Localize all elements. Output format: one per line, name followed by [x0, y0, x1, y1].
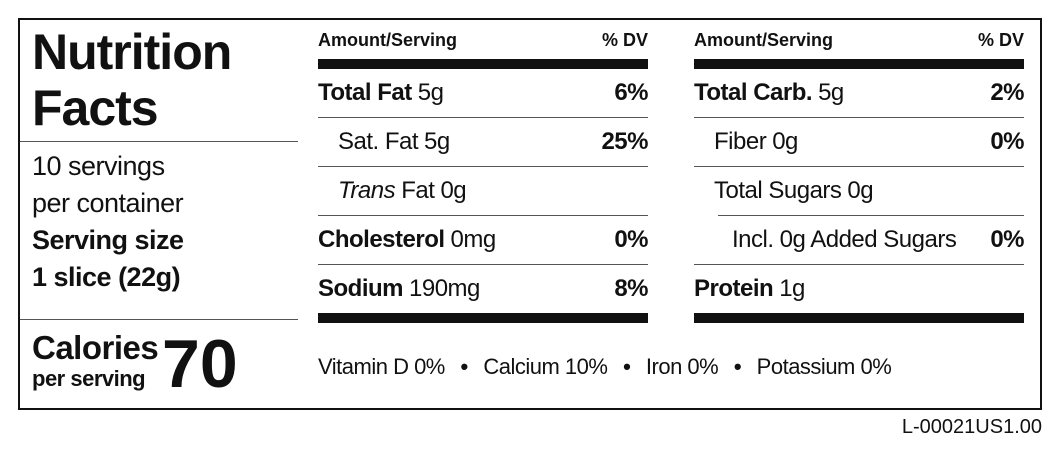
bullet: •	[733, 354, 742, 379]
nutrient-name: Fiber	[714, 128, 767, 155]
nutrient-amount: 0g	[847, 177, 874, 204]
divider	[318, 264, 648, 265]
nutrient-dv: 0%	[614, 226, 648, 253]
table-header: Amount/Serving % DV	[694, 30, 1024, 51]
vitamin: Potassium 0%	[756, 354, 892, 379]
servings-line: per container	[32, 188, 184, 218]
left-table: Amount/Serving % DV Total Fat 5g 6% Sat. F…	[318, 30, 648, 323]
nutrient-row: Trans Fat 0g	[318, 167, 648, 215]
vitamin: Calcium 10%	[483, 354, 608, 379]
bullet: •	[460, 354, 469, 379]
header-dv: % DV	[601, 30, 648, 50]
thick-bar	[694, 59, 1024, 69]
nutrient-dv: 0%	[990, 226, 1024, 253]
calories-label: Calories	[32, 329, 159, 366]
nutrient-row: Incl. 0g Added Sugars 0%	[694, 216, 1024, 264]
thick-bar	[694, 313, 1024, 323]
vitamin: Vitamin D 0%	[318, 354, 445, 379]
nutrient-amount: 5g	[818, 79, 844, 106]
divider	[318, 117, 648, 118]
nutrient-row: Sodium 190mg 8%	[318, 265, 648, 313]
nutrient-row: Total Fat 5g 6%	[318, 69, 648, 117]
calories-sublabel: per serving	[32, 366, 146, 391]
nutrient-amount: 0mg	[450, 226, 497, 253]
vitamin: Iron 0%	[645, 354, 719, 379]
nutrient-name: Fat	[401, 177, 435, 204]
nutrient-amount: 5g	[417, 79, 444, 106]
calories-value: 70	[162, 326, 238, 402]
divider	[318, 166, 648, 167]
thick-bar	[318, 313, 648, 323]
title-line: Nutrition	[32, 24, 232, 80]
nutrient-amount: 0g	[772, 128, 798, 155]
nutrient-amount: 190mg	[409, 275, 480, 302]
nutrient-name: Sodium	[318, 275, 404, 302]
divider	[20, 319, 298, 320]
nutrient-row: Total Carb. 5g 2%	[694, 69, 1024, 117]
nutrient-name: Cholesterol	[318, 226, 445, 253]
nutrient-dv: 0%	[990, 128, 1024, 155]
nutrient-row: Total Sugars 0g	[694, 167, 1024, 215]
header-amount: Amount/Serving	[318, 30, 458, 50]
nutrient-dv: 25%	[601, 128, 648, 155]
nutrient-row: Fiber 0g 0%	[694, 118, 1024, 166]
right-table: Amount/Serving % DV Total Carb. 5g 2% Fibe…	[694, 30, 1024, 323]
nutrient-dv: 8%	[614, 275, 648, 302]
nutrient-dv: 2%	[990, 79, 1024, 106]
vitamins: Vitamin D 0% • Calcium 10% • Iron 0% • P…	[318, 354, 892, 380]
divider	[718, 215, 1024, 216]
nutrient-name: Total Carb.	[694, 79, 813, 106]
product-code: L-00021US1.00	[901, 416, 1042, 438]
divider	[20, 141, 298, 142]
thick-bar	[318, 59, 648, 69]
nutrient-amount: 1g	[779, 275, 805, 302]
header-dv: % DV	[977, 30, 1024, 50]
table-header: Amount/Serving % DV	[318, 30, 648, 51]
frame	[18, 18, 1042, 410]
nutrient-prefix: Trans	[338, 177, 396, 204]
serving-size-label: Serving size	[32, 225, 184, 255]
nutrient-row: Sat. Fat 5g 25%	[318, 118, 648, 166]
nutrient-name: Sat. Fat	[338, 128, 419, 155]
servings: 10 servings per container Serving size 1…	[32, 148, 184, 296]
nutrient-amount: 0g	[440, 177, 467, 204]
nutrient-row: Cholesterol 0mg 0%	[318, 216, 648, 264]
divider	[694, 166, 1024, 167]
divider	[318, 215, 648, 216]
servings-line: 10 servings	[32, 151, 165, 181]
nutrient-row: Protein 1g	[694, 265, 1024, 313]
title-line: Facts	[32, 80, 159, 136]
title: Nutrition Facts	[32, 24, 232, 136]
nutrient-name: Protein	[694, 275, 774, 302]
nutrient-dv: 6%	[614, 79, 648, 106]
bullet: •	[623, 354, 631, 379]
nutrient-name: Total Fat	[318, 79, 412, 106]
serving-size-value: 1 slice (22g)	[32, 262, 181, 292]
nutrient-name: Incl. 0g Added Sugars	[732, 226, 957, 253]
divider	[694, 117, 1024, 118]
nutrient-amount: 5g	[424, 128, 450, 155]
nutrient-name: Total Sugars	[714, 177, 842, 204]
header-amount: Amount/Serving	[694, 30, 834, 50]
divider	[694, 264, 1024, 265]
